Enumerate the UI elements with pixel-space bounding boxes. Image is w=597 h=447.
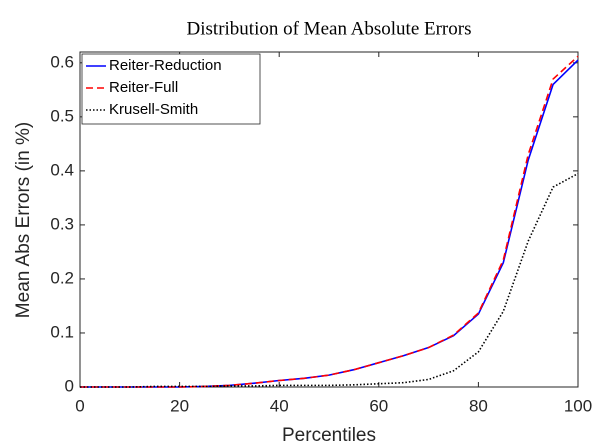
legend: Reiter-Reduction Reiter-Full Krusell-Smith [81,53,261,125]
y-tick-label: 0.3 [50,214,74,233]
x-tick-label: 40 [270,396,289,415]
y-tick-label: 0.4 [50,160,74,179]
x-tick-label: 0 [75,396,84,415]
y-tick-label: 0.5 [50,106,74,125]
x-tick-label: 20 [170,396,189,415]
legend-label: Reiter-Full [109,79,178,96]
chart-title: Distribution of Mean Absolute Errors [187,18,472,39]
y-tick-label: 0.6 [50,52,74,71]
x-axis-label: Percentiles [282,425,376,446]
y-tick-label: 0 [65,376,74,395]
y-axis-label: Mean Abs Errors (in %) [13,122,34,318]
series-line [80,172,579,388]
series-line [80,55,579,388]
x-tick-label: 80 [469,396,488,415]
legend-box [81,53,261,125]
plot-frame [79,51,579,388]
x-tick-label: 60 [369,396,388,415]
y-tick-label: 0.1 [50,322,74,341]
legend-label: Krusell-Smith [109,101,198,118]
y-tick-label: 0.2 [50,268,74,287]
x-tick-label: 100 [564,396,592,415]
legend-label: Reiter-Reduction [109,57,222,74]
